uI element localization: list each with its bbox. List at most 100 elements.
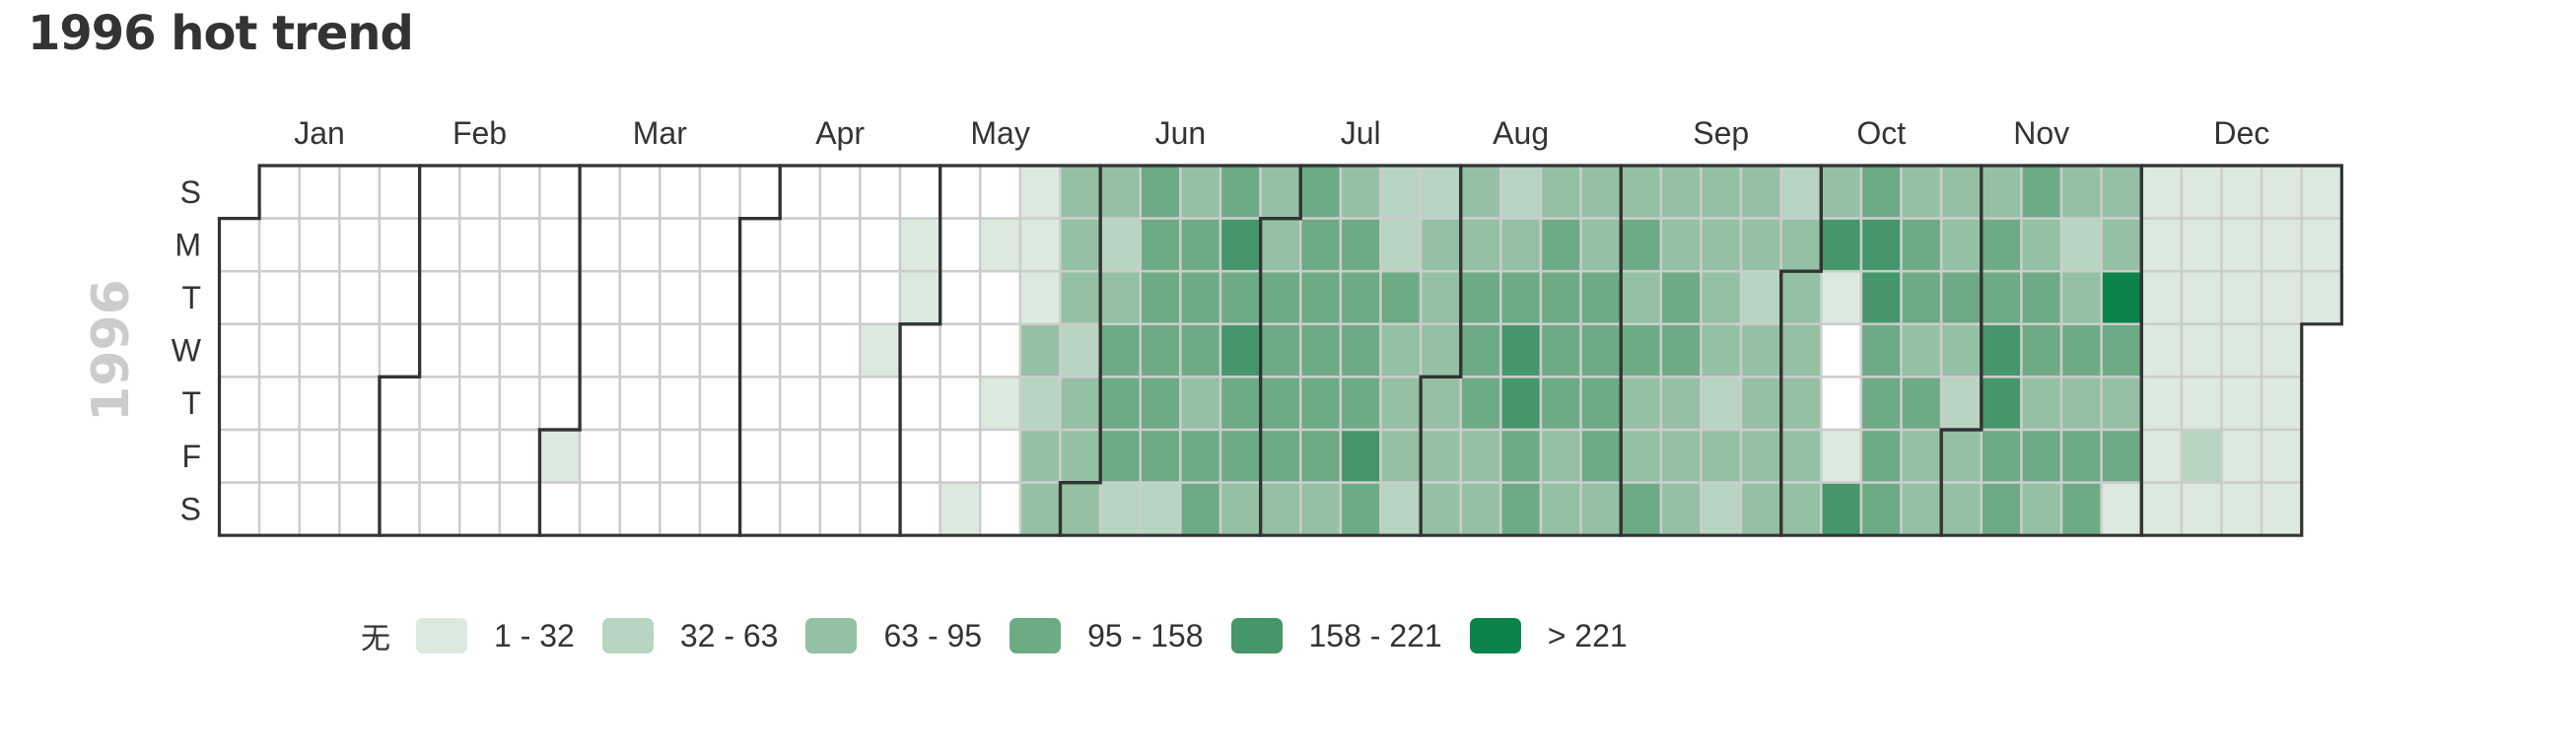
day-cell[interactable] [378,428,421,484]
day-cell[interactable] [298,217,341,273]
day-cell[interactable] [1700,217,1743,273]
day-cell[interactable] [2059,217,2103,273]
day-cell[interactable] [257,428,301,484]
legend-item-158-221[interactable]: 158 - 221 [1230,618,1442,654]
day-cell[interactable] [738,322,782,378]
day-cell[interactable] [1579,322,1623,378]
day-cell[interactable] [1139,269,1182,326]
day-cell[interactable] [1499,376,1543,432]
day-cell[interactable] [698,481,741,537]
day-cell[interactable] [1619,481,1663,537]
day-cell[interactable] [1419,322,1462,378]
day-cell[interactable] [1700,269,1743,326]
day-cell[interactable] [2260,269,2303,326]
day-cell[interactable] [1659,376,1703,432]
day-cell[interactable] [618,322,661,378]
day-cell[interactable] [1459,376,1502,432]
day-cell[interactable] [1379,376,1423,432]
day-cell[interactable] [1059,481,1102,537]
day-cell[interactable] [2180,428,2223,484]
day-cell[interactable] [859,217,902,273]
day-cell[interactable] [1259,164,1302,220]
day-cell[interactable] [1820,269,1863,326]
day-cell[interactable] [1179,164,1222,220]
day-cell[interactable] [698,217,741,273]
day-cell[interactable] [898,322,941,378]
day-cell[interactable] [2059,428,2103,484]
day-cell[interactable] [1059,428,1102,484]
day-cell[interactable] [1739,481,1782,537]
day-cell[interactable] [378,322,421,378]
day-cell[interactable] [738,376,782,432]
day-cell[interactable] [1419,481,1462,537]
day-cell[interactable] [859,269,902,326]
day-cell[interactable] [418,376,461,432]
day-cell[interactable] [1659,269,1703,326]
day-cell[interactable] [818,217,862,273]
day-cell[interactable] [1098,481,1143,537]
day-cell[interactable] [298,164,341,220]
day-cell[interactable] [1459,481,1502,537]
day-cell[interactable] [1859,322,1903,378]
legend-item-1-32[interactable]: 1 - 32 [416,618,575,654]
day-cell[interactable] [1539,269,1582,326]
day-cell[interactable] [457,322,502,378]
day-cell[interactable] [1018,322,1062,378]
day-cell[interactable] [1739,164,1782,220]
day-cell[interactable] [1179,269,1222,326]
day-cell[interactable] [1379,428,1423,484]
day-cell[interactable] [2220,164,2263,220]
day-cell[interactable] [1659,481,1703,537]
day-cell[interactable] [538,481,582,537]
day-cell[interactable] [2300,164,2343,220]
day-cell[interactable] [257,481,301,537]
day-cell[interactable] [1539,428,1582,484]
day-cell[interactable] [498,164,541,220]
day-cell[interactable] [1419,376,1462,432]
day-cell[interactable] [979,376,1022,432]
day-cell[interactable] [457,481,502,537]
day-cell[interactable] [1098,269,1143,326]
day-cell[interactable] [698,269,741,326]
day-cell[interactable] [778,481,822,537]
day-cell[interactable] [738,217,782,273]
day-cell[interactable] [2260,322,2303,378]
day-cell[interactable] [2100,322,2143,378]
day-cell[interactable] [1298,269,1343,326]
day-cell[interactable] [2220,217,2263,273]
day-cell[interactable] [1900,217,1943,273]
day-cell[interactable] [1419,217,1462,273]
day-cell[interactable] [859,376,902,432]
day-cell[interactable] [1859,376,1903,432]
day-cell[interactable] [298,376,341,432]
day-cell[interactable] [618,269,661,326]
day-cell[interactable] [659,322,702,378]
day-cell[interactable] [898,376,941,432]
day-cell[interactable] [1059,217,1102,273]
day-cell[interactable] [2020,269,2063,326]
day-cell[interactable] [1339,481,1382,537]
day-cell[interactable] [618,164,661,220]
day-cell[interactable] [218,481,261,537]
day-cell[interactable] [1339,322,1382,378]
day-cell[interactable] [939,164,982,220]
day-cell[interactable] [1179,376,1222,432]
day-cell[interactable] [1779,481,1823,537]
day-cell[interactable] [2180,481,2223,537]
day-cell[interactable] [1820,217,1863,273]
day-cell[interactable] [1459,322,1502,378]
day-cell[interactable] [1419,428,1462,484]
day-cell[interactable] [257,217,301,273]
day-cell[interactable] [939,481,982,537]
day-cell[interactable] [1579,428,1623,484]
day-cell[interactable] [1259,376,1302,432]
day-cell[interactable] [1098,217,1143,273]
day-cell[interactable] [1339,217,1382,273]
day-cell[interactable] [1700,428,1743,484]
day-cell[interactable] [859,481,902,537]
day-cell[interactable] [1659,428,1703,484]
day-cell[interactable] [1499,428,1543,484]
day-cell[interactable] [778,269,822,326]
day-cell[interactable] [1139,164,1182,220]
day-cell[interactable] [1939,428,1984,484]
